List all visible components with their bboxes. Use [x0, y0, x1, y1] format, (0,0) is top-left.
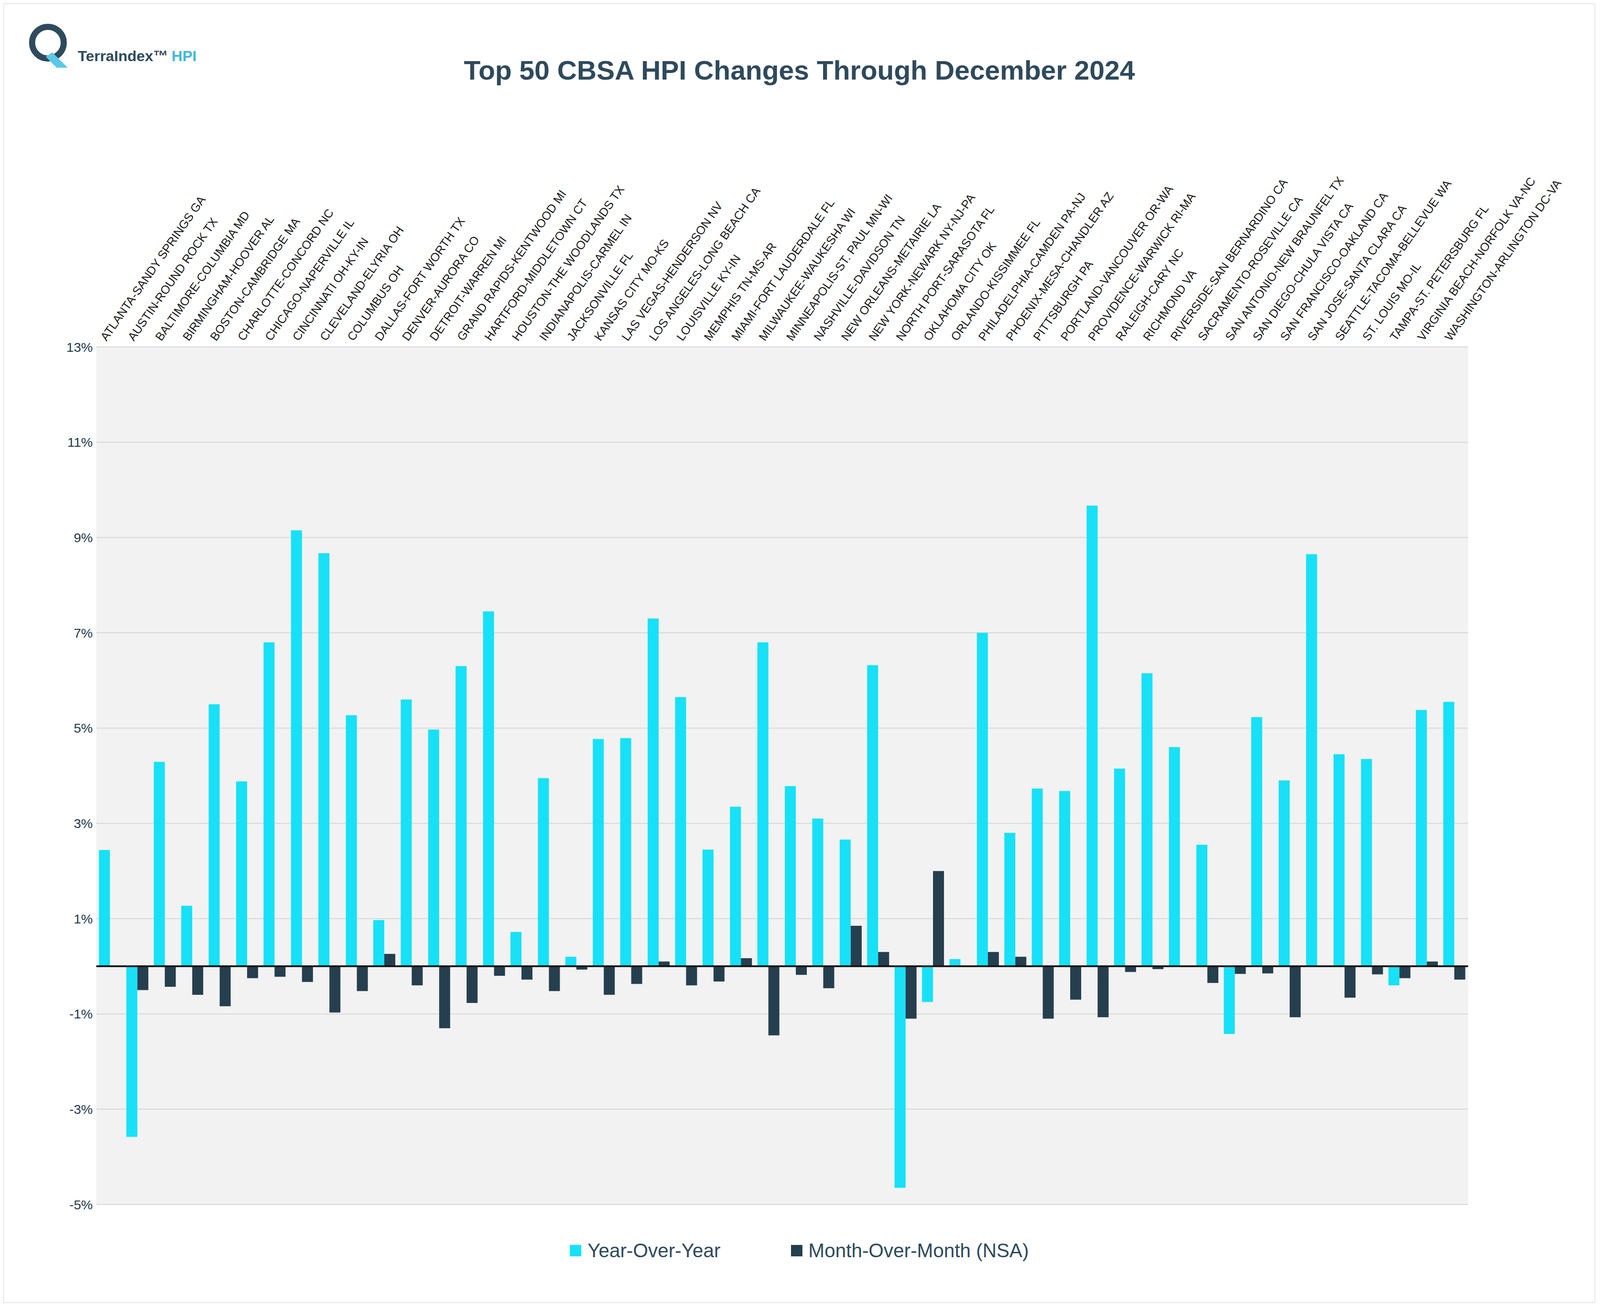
- svg-text:MINNEAPOLIS-ST. PAUL MN-WI: MINNEAPOLIS-ST. PAUL MN-WI: [783, 191, 896, 344]
- svg-text:NEW YORK-NEWARK NY-NJ-PA: NEW YORK-NEWARK NY-NJ-PA: [866, 191, 978, 344]
- svg-text:CHICAGO-NAPERVILLE IL: CHICAGO-NAPERVILLE IL: [262, 216, 357, 344]
- svg-text:PHILADELPHIA-CAMDEN PA-NJ: PHILADELPHIA-CAMDEN PA-NJ: [975, 190, 1089, 344]
- svg-text:RALEIGH-CARY NC: RALEIGH-CARY NC: [1112, 246, 1187, 344]
- svg-text:BIRMINGHAM-HOOVER AL: BIRMINGHAM-HOOVER AL: [180, 212, 277, 344]
- svg-text:PHOENIX-MESA-CHANDLER AZ: PHOENIX-MESA-CHANDLER AZ: [1003, 189, 1117, 344]
- svg-text:-1%: -1%: [69, 1006, 93, 1021]
- svg-text:3%: 3%: [73, 816, 93, 831]
- svg-text:MIAMI-FORT LAUDERDALE FL: MIAMI-FORT LAUDERDALE FL: [728, 196, 838, 344]
- svg-text:BALTIMORE-COLUMBIA MD: BALTIMORE-COLUMBIA MD: [152, 208, 253, 344]
- svg-text:ORLANDO-KISSIMMEE FL: ORLANDO-KISSIMMEE FL: [948, 216, 1043, 344]
- svg-text:OKLAHOMA CITY OK: OKLAHOMA CITY OK: [920, 239, 999, 344]
- svg-text:LOS ANGELES-LONG BEACH CA: LOS ANGELES-LONG BEACH CA: [646, 184, 763, 344]
- svg-text:LOUISVILLE KY-IN: LOUISVILLE KY-IN: [673, 252, 744, 344]
- svg-text:CLEVELAND-ELYRIA OH: CLEVELAND-ELYRIA OH: [317, 223, 407, 344]
- svg-text:MEMPHIS TN-MS-AR: MEMPHIS TN-MS-AR: [701, 240, 780, 344]
- svg-text:HARTFORD-MIDDLETOWN CT: HARTFORD-MIDDLETOWN CT: [481, 196, 591, 344]
- svg-text:DETROIT-WARREN MI: DETROIT-WARREN MI: [427, 233, 510, 344]
- svg-text:JACKSONVILLE FL: JACKSONVILLE FL: [564, 249, 636, 344]
- svg-text:GRAND RAPIDS-KENTWOOD MI: GRAND RAPIDS-KENTWOOD MI: [454, 187, 569, 344]
- svg-text:MILWAUKEE-WAUKESHA WI: MILWAUKEE-WAUKESHA WI: [756, 205, 859, 344]
- svg-text:11%: 11%: [67, 434, 93, 450]
- html-text:TerraIndex™ HPI: TerraIndex™ HPI: [77, 47, 197, 65]
- svg-text:NASHVILLE-DAVIDSON TN: NASHVILLE-DAVIDSON TN: [811, 213, 908, 344]
- svg-text:13%: 13%: [66, 339, 93, 355]
- svg-text:CHARLOTTE-CONCORD NC: CHARLOTTE-CONCORD NC: [235, 206, 337, 344]
- svg-text:DALLAS-FORT WORTH TX: DALLAS-FORT WORTH TX: [372, 214, 468, 344]
- svg-text:LAS VEGAS-HENDERSON NV: LAS VEGAS-HENDERSON NV: [619, 199, 726, 344]
- svg-text:BOSTON-CAMBRIDGE MA: BOSTON-CAMBRIDGE MA: [207, 215, 303, 344]
- svg-text:PITTSBURGH PA: PITTSBURGH PA: [1030, 257, 1096, 344]
- svg-text:PROVIDENCE-WARWICK RI-MA: PROVIDENCE-WARWICK RI-MA: [1085, 190, 1199, 344]
- svg-text:SAN JOSE-SANTA CLARA CA: SAN JOSE-SANTA CLARA CA: [1305, 202, 1410, 344]
- svg-text:SEATTLE-TACOMA-BELLEVUE WA: SEATTLE-TACOMA-BELLEVUE WA: [1332, 177, 1455, 344]
- svg-text:ST. LOUIS MO-IL: ST. LOUIS MO-IL: [1359, 259, 1424, 344]
- svg-text:SAN ANTONIO-NEW BRAUNFEL TX: SAN ANTONIO-NEW BRAUNFEL TX: [1222, 174, 1347, 344]
- svg-text:-3%: -3%: [69, 1101, 93, 1117]
- svg-text:COLUMBUS OH: COLUMBUS OH: [344, 263, 407, 344]
- svg-text:RICHMOND VA: RICHMOND VA: [1140, 267, 1200, 344]
- svg-text:NORTH PORT-SARASOTA FL: NORTH PORT-SARASOTA FL: [893, 203, 997, 344]
- svg-text:5%: 5%: [73, 720, 93, 736]
- svg-text:HOUSTON-THE WOODLANDS TX: HOUSTON-THE WOODLANDS TX: [509, 183, 628, 344]
- svg-text:SACRAMENTO-ROSEVILLE CA: SACRAMENTO-ROSEVILLE CA: [1195, 193, 1306, 344]
- svg-text:PORTLAND-VANCOUVER OR-WA: PORTLAND-VANCOUVER OR-WA: [1058, 182, 1176, 344]
- svg-text:9%: 9%: [73, 530, 93, 545]
- svg-text:SAN FRANCISCO-OAKLAND CA: SAN FRANCISCO-OAKLAND CA: [1277, 189, 1391, 344]
- svg-text:DENVER-AURORA CO: DENVER-AURORA CO: [399, 233, 482, 344]
- svg-text:-5%: -5%: [69, 1197, 93, 1212]
- svg-text:7%: 7%: [73, 625, 93, 641]
- svg-text:KANSAS CITY MO-KS: KANSAS CITY MO-KS: [591, 236, 672, 344]
- svg-text:1%: 1%: [73, 911, 93, 926]
- svg-text:CINCINNATI OH-KY-IN: CINCINNATI OH-KY-IN: [289, 235, 372, 344]
- html-text:Year-Over-Year: Year-Over-Year: [587, 1239, 721, 1262]
- html-text:Top 50 CBSA HPI Changes Throug: Top 50 CBSA HPI Changes Through December…: [463, 54, 1135, 86]
- svg-text:WASHINGTON-ARLINGTON DC-VA: WASHINGTON-ARLINGTON DC-VA: [1442, 177, 1564, 344]
- svg-text:SAN DIEGO-CHULA VISTA CA: SAN DIEGO-CHULA VISTA CA: [1250, 200, 1356, 344]
- svg-text:ATLANTA-SANDY SPRINGS GA: ATLANTA-SANDY SPRINGS GA: [97, 193, 209, 344]
- svg-text:TAMPA-ST. PETERSBURG FL: TAMPA-ST. PETERSBURG FL: [1387, 202, 1492, 344]
- svg-text:INDIANAPOLIS-CARMEL IN: INDIANAPOLIS-CARMEL IN: [536, 211, 635, 344]
- svg-text:AUSTIN-ROUND ROCK TX: AUSTIN-ROUND ROCK TX: [125, 215, 221, 344]
- svg-text:VIRGINIA BEACH-NORFOLK VA-NC: VIRGINIA BEACH-NORFOLK VA-NC: [1414, 174, 1539, 343]
- svg-text:NEW ORLEANS-METAIRIE LA: NEW ORLEANS-METAIRIE LA: [838, 200, 944, 344]
- html-text:Month-Over-Month (NSA): Month-Over-Month (NSA): [808, 1239, 1029, 1262]
- svg-text:RIVERSIDE-SAN BERNARDINO CA: RIVERSIDE-SAN BERNARDINO CA: [1167, 176, 1291, 344]
